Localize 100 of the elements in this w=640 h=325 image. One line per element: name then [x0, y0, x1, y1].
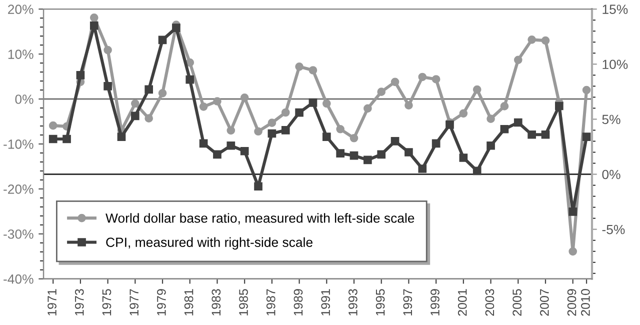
point [514, 118, 522, 127]
point [582, 86, 591, 94]
point [418, 72, 427, 82]
y-tick-label: 20% [8, 4, 34, 14]
y-tick-label: -40% [4, 274, 34, 284]
y2-tick-label: 10% [602, 60, 628, 70]
y-tick-label: -10% [4, 140, 34, 149]
point [268, 118, 276, 128]
point [322, 99, 331, 108]
point [186, 58, 194, 67]
point [130, 99, 140, 108]
x-tick-label: 2009 [567, 289, 576, 316]
point [459, 109, 468, 118]
point [76, 70, 85, 80]
point [62, 134, 71, 144]
point [268, 129, 276, 138]
point [472, 166, 482, 176]
point [48, 134, 58, 144]
point [240, 146, 249, 156]
x-tick-label: 1991 [321, 289, 330, 316]
point [254, 127, 262, 136]
point [459, 154, 468, 162]
point [555, 102, 564, 110]
point [582, 132, 591, 141]
point [104, 82, 112, 90]
x-tick-label: 1999 [430, 289, 440, 316]
point [500, 102, 509, 110]
point [117, 132, 126, 141]
point [418, 164, 427, 173]
y2-tick-label: 0% [602, 170, 620, 180]
y2-tick-label: 15% [602, 4, 628, 14]
point [240, 94, 249, 102]
point [172, 24, 180, 32]
y-tick-label: -20% [4, 184, 34, 194]
point [158, 36, 167, 44]
y-tick-label: 0% [15, 94, 34, 104]
point [144, 114, 154, 123]
point [514, 56, 522, 64]
point [432, 75, 440, 84]
x-tick-label: 1979 [157, 289, 166, 316]
point [350, 151, 358, 160]
point [377, 88, 386, 96]
point [336, 149, 344, 158]
y2-tick-label: -5% [602, 224, 625, 234]
point [144, 85, 154, 94]
point [336, 124, 344, 134]
x-tick-label: 1977 [130, 289, 139, 316]
point [568, 247, 578, 256]
point [130, 112, 140, 120]
point [568, 208, 578, 216]
x-tick-label: 1971 [48, 289, 56, 316]
point [364, 156, 372, 164]
point [308, 98, 318, 107]
point [472, 85, 482, 94]
point [213, 97, 222, 106]
point [186, 75, 194, 84]
point [158, 89, 167, 98]
point [199, 139, 208, 148]
y-tick-label: 10% [8, 50, 34, 59]
x-tick-label: 1983 [212, 289, 221, 316]
x-tick-label: 1989 [294, 289, 303, 316]
x-tick-label: 1995 [376, 289, 385, 316]
x-tick-label: 1973 [74, 289, 84, 316]
point [308, 66, 318, 74]
point [48, 121, 58, 130]
point [541, 36, 550, 45]
x-tick-label: 2001 [458, 289, 467, 316]
x-tick-label: 1997 [403, 289, 412, 316]
point [528, 130, 536, 139]
point [377, 150, 386, 159]
x-tick-label: 2010 [581, 289, 590, 316]
point [281, 126, 290, 134]
point [486, 141, 495, 150]
x-tick-label: 2003 [485, 289, 494, 316]
point [90, 13, 98, 22]
point [281, 108, 290, 117]
point [199, 102, 208, 111]
point [226, 126, 236, 135]
point [500, 124, 509, 134]
point [226, 141, 236, 150]
point [295, 108, 304, 117]
point [254, 182, 262, 191]
y2-tick-label: 5% [602, 114, 620, 124]
x-tick-label: 1981 [184, 289, 194, 316]
x-tick-label: 1987 [266, 289, 276, 316]
point [404, 101, 413, 110]
legend-label: CPI, measured with right-side scale [106, 237, 312, 250]
x-tick-label: 2005 [512, 289, 522, 316]
x-tick-label: 1993 [348, 289, 358, 316]
x-tick-label: 1985 [239, 289, 248, 316]
point [322, 132, 331, 141]
point [390, 78, 400, 86]
point [390, 137, 400, 146]
point [90, 21, 98, 30]
point [541, 130, 550, 139]
point [104, 46, 112, 54]
x-tick-label: 2007 [540, 289, 549, 316]
point [446, 120, 454, 129]
point [350, 134, 358, 142]
legend-label: World dollar base ratio, measured with left-side scale [106, 213, 414, 224]
